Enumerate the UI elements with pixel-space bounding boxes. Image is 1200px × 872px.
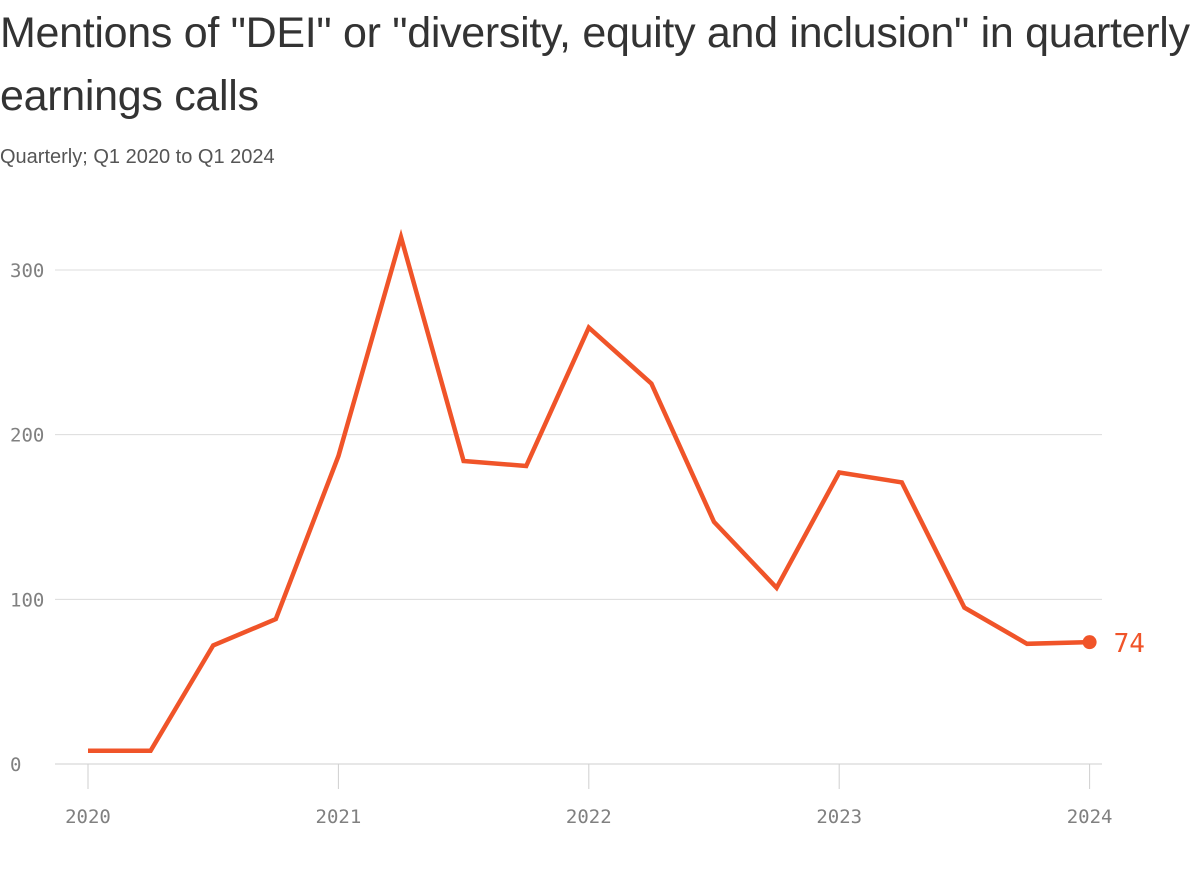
chart-subtitle: Quarterly; Q1 2020 to Q1 2024 [0, 146, 275, 168]
series-line [88, 228, 1090, 754]
end-value-label: 74 [1114, 629, 1145, 659]
x-tick-label: 2022 [566, 806, 612, 828]
y-tick-label: 300 [10, 260, 44, 282]
x-tick-label: 2024 [1067, 806, 1113, 828]
x-tick-label: 2023 [816, 806, 862, 828]
x-axis-ticks: 2020 2021 2022 2023 2024 [65, 764, 1112, 828]
y-tick-label: 200 [10, 425, 44, 447]
x-tick-label: 2021 [316, 806, 362, 828]
gridlines [55, 269, 1102, 765]
y-axis-ticks: 0 100 200 300 [10, 260, 44, 776]
series-group: 74 [88, 228, 1145, 754]
end-point-marker [1082, 635, 1097, 650]
y-tick-label: 0 [10, 754, 21, 776]
y-tick-label: 100 [10, 589, 44, 611]
chart-title: Mentions of "DEI" or "diversity, equity … [0, 9, 1190, 120]
x-tick-label: 2020 [65, 806, 111, 828]
